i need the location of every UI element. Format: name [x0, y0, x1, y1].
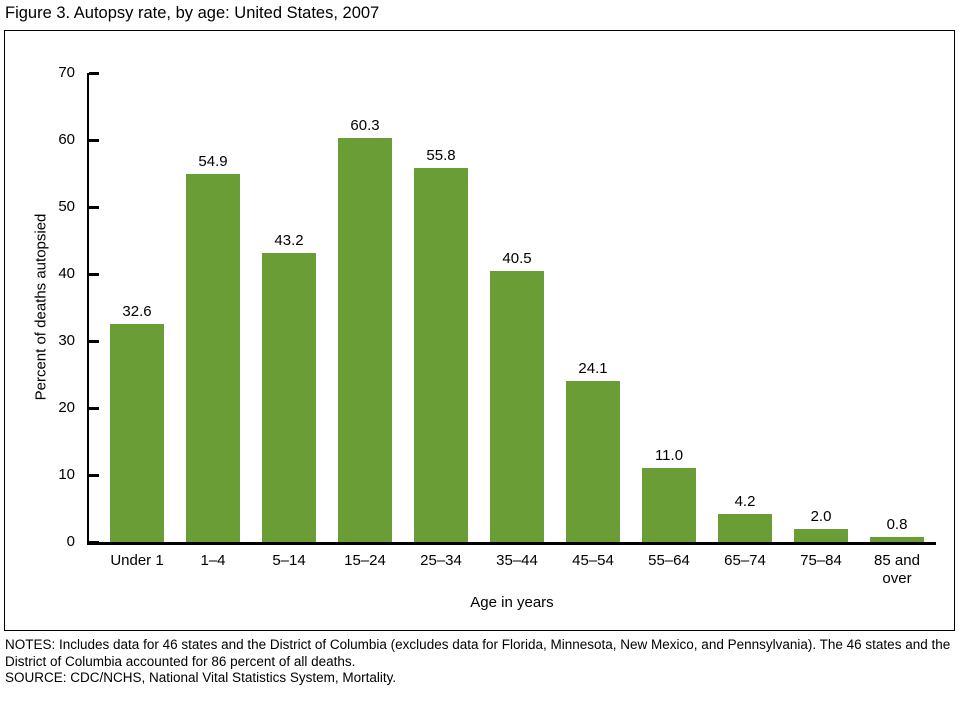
y-tick-mark	[89, 206, 99, 209]
bar	[338, 138, 392, 542]
x-tick-label: 15–24	[344, 552, 386, 569]
bar	[718, 513, 772, 542]
chart-frame: Percent of deaths autopsied 0 10 20 30 40 50 6…	[4, 30, 955, 631]
y-tick-label: 10	[58, 466, 75, 483]
x-tick-label: 85 and over	[874, 552, 920, 587]
x-tick-label: 65–74	[724, 552, 766, 569]
bar-slot: 54.9	[175, 153, 251, 542]
source-text: SOURCE: CDC/NCHS, National Vital Statist…	[5, 670, 397, 685]
x-tick-label: 1–4	[200, 552, 226, 569]
bar-value-label: 4.2	[734, 492, 756, 510]
bar-value-label: 54.9	[198, 153, 228, 171]
y-tick-label: 20	[58, 399, 75, 416]
x-tick-labels: Under 1 1–4 5–14 15–24 25–34 35–44 45–54 55–64 6…	[89, 552, 935, 588]
bar-slot: 4.2	[707, 493, 783, 542]
notes-block: NOTES: Includes data for 46 states and t…	[5, 637, 955, 687]
bar-value-label: 24.1	[578, 359, 608, 377]
bar-slot: 43.2	[251, 232, 327, 542]
x-tick-label: 5–14	[272, 552, 306, 569]
bar-slot: 24.1	[555, 360, 631, 542]
bar	[110, 323, 164, 542]
x-tick-label: 75–84	[800, 552, 842, 569]
y-tick-mark	[89, 407, 99, 410]
y-tick-mark	[89, 541, 99, 544]
y-tick-mark	[89, 340, 99, 343]
y-tick-label: 50	[58, 198, 75, 215]
y-tick-mark	[89, 474, 99, 477]
bar-slot: 40.5	[479, 250, 555, 542]
y-tick-label: 60	[58, 131, 75, 148]
y-tick-mark	[89, 273, 99, 276]
y-tick-mark	[89, 139, 99, 142]
bar-slot: 55.8	[403, 147, 479, 542]
bar-value-label: 40.5	[502, 249, 532, 267]
x-axis-title: Age in years	[470, 594, 554, 611]
bar	[186, 174, 240, 542]
bar-slot: 32.6	[99, 303, 175, 542]
bar-value-label: 43.2	[274, 231, 304, 249]
x-axis-line	[87, 542, 936, 545]
bar	[566, 380, 620, 542]
bar	[414, 168, 468, 542]
y-tick-label: 40	[58, 265, 75, 282]
bar-slot: 11.0	[631, 447, 707, 542]
bar-slot: 0.8	[859, 516, 935, 542]
x-tick-label: Under 1	[110, 552, 164, 569]
bar	[642, 468, 696, 542]
bar-slot: 2.0	[783, 508, 859, 542]
x-tick-label: 35–44	[496, 552, 538, 569]
notes-text: NOTES: Includes data for 46 states and t…	[5, 637, 951, 669]
bar-value-label: 60.3	[350, 117, 380, 134]
bar-slot: 60.3	[327, 117, 403, 542]
y-tick-label: 30	[58, 332, 75, 349]
bar	[870, 536, 924, 542]
bar-value-label: 0.8	[886, 515, 908, 533]
x-tick-label: 45–54	[572, 552, 614, 569]
plot-area: 32.6 54.9 43.2 60.3 55.8 40.5 24.1 11.0 4.2 2.0 0.…	[89, 73, 935, 542]
bar	[794, 528, 848, 542]
bars-container: 32.6 54.9 43.2 60.3 55.8 40.5 24.1 11.0 4.2 2.0 0.…	[89, 73, 935, 542]
y-axis-line	[87, 73, 89, 544]
bar-value-label: 2.0	[810, 507, 832, 525]
bar-value-label: 11.0	[654, 447, 684, 465]
y-tick-mark	[89, 72, 99, 75]
x-tick-label: 25–34	[420, 552, 462, 569]
bar-value-label: 32.6	[122, 302, 152, 320]
bar	[262, 252, 316, 542]
x-tick-label: 55–64	[648, 552, 690, 569]
page-title: Figure 3. Autopsy rate, by age: United S…	[5, 4, 380, 22]
y-tick-label: 70	[58, 64, 75, 81]
bar	[490, 270, 544, 542]
bar-value-label: 55.8	[426, 147, 456, 165]
y-tick-label: 0	[66, 533, 75, 550]
y-axis-title: Percent of deaths autopsied	[32, 213, 50, 401]
